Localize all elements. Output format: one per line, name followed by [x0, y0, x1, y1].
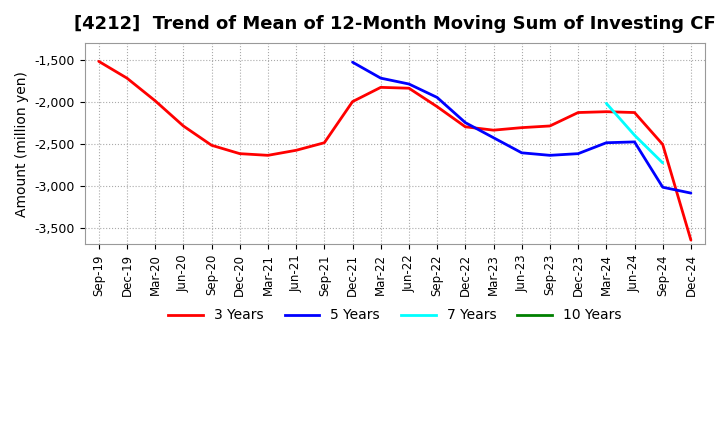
Y-axis label: Amount (million yen): Amount (million yen) [15, 71, 29, 216]
Legend: 3 Years, 5 Years, 7 Years, 10 Years: 3 Years, 5 Years, 7 Years, 10 Years [163, 303, 627, 328]
Title: [4212]  Trend of Mean of 12-Month Moving Sum of Investing CF: [4212] Trend of Mean of 12-Month Moving … [74, 15, 716, 33]
